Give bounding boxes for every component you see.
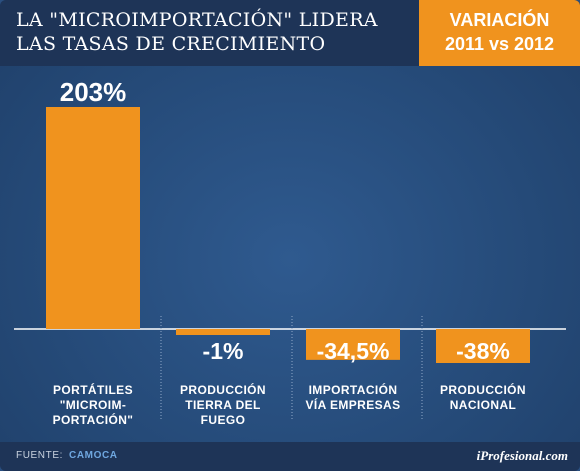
- category-label: PORTÁTILES: [53, 382, 133, 397]
- category-label: NACIONAL: [450, 398, 517, 412]
- chart-title-line2: LAS TASAS DE CRECIMIENTO: [16, 33, 326, 55]
- bar-chart: 203% PORTÁTILES"MICROIM-PORTACIÓN" -1% PROD…: [14, 77, 566, 427]
- footer: FUENTE: CAMOCA iProfesional.com: [0, 442, 580, 471]
- category-label: VÍA EMPRESAS: [305, 397, 400, 412]
- category-label: IMPORTACIÓN: [309, 382, 398, 397]
- chart-title: LA "MICROIMPORTACIÓN" LIDERA LAS TASAS D…: [16, 8, 406, 56]
- bar: [176, 329, 270, 335]
- badge-line1: VARIACIÓN: [449, 10, 550, 30]
- source-label: FUENTE:: [16, 450, 63, 461]
- badge-line2: 2011 vs 2012: [444, 34, 555, 54]
- category-label: TIERRA DEL: [185, 398, 261, 412]
- bar: [46, 107, 140, 329]
- chart-title-line1: LA "MICROIMPORTACIÓN" LIDERA: [16, 9, 378, 31]
- source-value: CAMOCA: [69, 450, 118, 461]
- data-label: -1%: [203, 338, 244, 364]
- data-label: -38%: [456, 338, 510, 364]
- category-label: FUEGO: [201, 413, 246, 427]
- data-label: -34,5%: [317, 338, 390, 364]
- category-label: PRODUCCIÓN: [180, 382, 266, 397]
- category-label: "MICROIM-: [60, 398, 127, 412]
- data-label: 203%: [60, 77, 127, 107]
- bar: [436, 329, 530, 363]
- brand-logo: iProfesional.com: [476, 448, 568, 463]
- bar: [306, 329, 400, 360]
- category-label: PORTACIÓN": [53, 412, 134, 427]
- header: LA "MICROIMPORTACIÓN" LIDERA LAS TASAS D…: [0, 0, 580, 66]
- variation-badge: VARIACIÓN 2011 vs 2012: [419, 0, 580, 66]
- category-label: PRODUCCIÓN: [440, 382, 526, 397]
